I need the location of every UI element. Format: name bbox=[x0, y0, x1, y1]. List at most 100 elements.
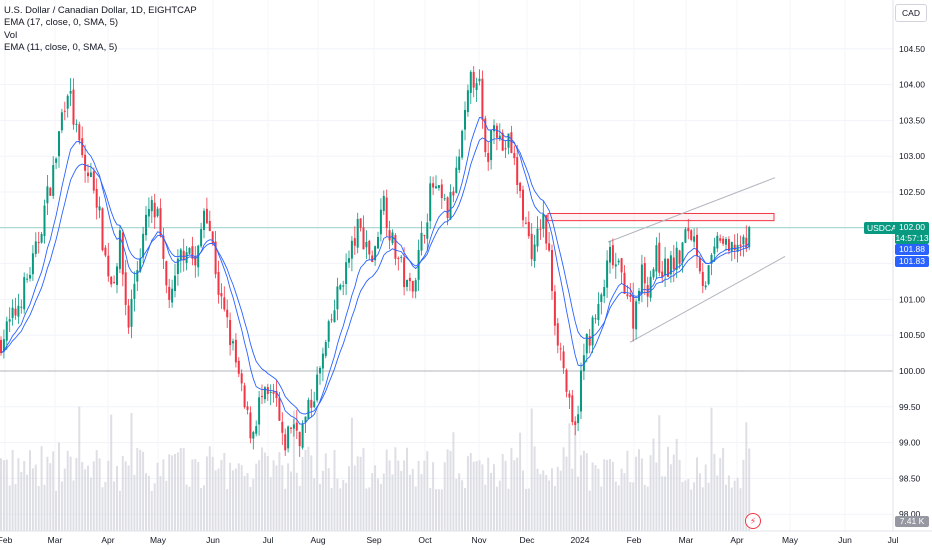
volume-bar bbox=[397, 460, 400, 531]
volume-bar bbox=[295, 472, 298, 531]
candle-body bbox=[185, 252, 188, 264]
lightning-icon[interactable]: ⚡ bbox=[745, 513, 761, 529]
legend-ema17[interactable]: EMA (17, close, 0, SMA, 5) bbox=[4, 17, 119, 29]
candle-body bbox=[58, 131, 60, 157]
candle-body bbox=[60, 112, 63, 131]
candle-body bbox=[55, 158, 58, 163]
volume-bar bbox=[406, 447, 408, 531]
candle-body bbox=[168, 286, 171, 300]
volume-bar bbox=[356, 456, 359, 531]
volume-bar bbox=[165, 480, 168, 531]
candle-body bbox=[678, 250, 681, 264]
candle-body bbox=[275, 391, 278, 399]
candle-body bbox=[26, 278, 29, 280]
volume-bar bbox=[501, 454, 504, 531]
time-tick-label: May bbox=[782, 535, 799, 545]
volume-bar bbox=[153, 483, 156, 531]
volume-bar bbox=[258, 460, 261, 531]
legend-symbol[interactable]: U.S. Dollar / Canadian Dollar, 1D, EIGHT… bbox=[4, 5, 197, 16]
candle-body bbox=[75, 123, 78, 125]
volume-bar bbox=[516, 457, 519, 531]
volume-bar bbox=[379, 483, 382, 531]
volume-bar bbox=[72, 480, 75, 531]
resistance-rect bbox=[547, 212, 775, 222]
volume-bar bbox=[696, 457, 698, 531]
volume-bar bbox=[78, 406, 81, 531]
candle-body bbox=[542, 214, 545, 229]
candle-body bbox=[121, 232, 124, 275]
volume-bar bbox=[307, 446, 310, 531]
volume-bar bbox=[693, 482, 696, 531]
volume-bar bbox=[278, 452, 281, 531]
volume-bar bbox=[301, 456, 304, 531]
volume-bar bbox=[667, 446, 669, 531]
legend-vol[interactable]: Vol bbox=[4, 29, 18, 41]
volume-bar bbox=[362, 448, 365, 531]
candle-body bbox=[298, 431, 301, 447]
time-tick-label: Jun bbox=[206, 535, 220, 545]
time-tick-label: Aug bbox=[310, 535, 325, 545]
time-tick-label: Feb bbox=[0, 535, 13, 545]
candle-body bbox=[379, 209, 382, 235]
volume-bar bbox=[571, 468, 574, 531]
volume-bar bbox=[121, 456, 124, 531]
candle-body bbox=[385, 197, 388, 228]
candle-body bbox=[730, 241, 733, 252]
volume-bar bbox=[556, 466, 559, 531]
candle-body bbox=[745, 237, 748, 248]
candle-body bbox=[713, 246, 716, 254]
volume-bar bbox=[539, 474, 542, 531]
candle-body bbox=[394, 235, 397, 259]
candle-body bbox=[46, 186, 49, 204]
candle-body bbox=[478, 78, 481, 82]
candle-body bbox=[52, 165, 55, 196]
candle-body bbox=[574, 421, 577, 426]
candle-body bbox=[368, 240, 371, 255]
volume-bar bbox=[461, 480, 464, 531]
price-tick-label: 99.00 bbox=[899, 438, 921, 448]
candle-body bbox=[31, 253, 34, 275]
volume-tag: 7.41 K bbox=[895, 516, 929, 527]
candle-body bbox=[658, 242, 661, 273]
volume-bar bbox=[437, 489, 440, 531]
volume-bar bbox=[736, 477, 739, 531]
candle-body bbox=[495, 125, 498, 138]
candle-body bbox=[742, 236, 745, 245]
time-tick-label: Dec bbox=[519, 535, 535, 545]
volume-bar bbox=[249, 486, 252, 531]
candle-body bbox=[527, 221, 530, 237]
ema17-line bbox=[0, 137, 750, 415]
volume-bar bbox=[527, 488, 530, 531]
volume-bar bbox=[661, 476, 664, 531]
candle-body bbox=[437, 185, 440, 189]
candle-body bbox=[374, 246, 377, 261]
currency-button[interactable]: CAD bbox=[895, 4, 927, 22]
time-axis[interactable]: Feb Mar Apr May Jun Jul Aug Sep Oct Nov Dec 2024 Feb… bbox=[0, 530, 932, 545]
volume-bar bbox=[707, 482, 710, 531]
legend-ema11[interactable]: EMA (11, close, 0, SMA, 5) bbox=[4, 41, 118, 53]
candle-body bbox=[377, 236, 379, 249]
volume-bar bbox=[684, 480, 687, 531]
candle-body bbox=[249, 412, 252, 439]
volume-bar bbox=[66, 450, 69, 531]
candle-body bbox=[191, 246, 194, 259]
volume-bar bbox=[234, 468, 237, 531]
volume-bar bbox=[23, 461, 26, 531]
volume-bar bbox=[388, 460, 391, 531]
volume-bar bbox=[127, 465, 130, 531]
volume-bar bbox=[435, 489, 437, 531]
candle-body bbox=[37, 242, 40, 244]
volume-bar bbox=[429, 487, 432, 531]
candle-body bbox=[609, 246, 611, 263]
volume-bar bbox=[63, 468, 66, 531]
volume-bar bbox=[588, 490, 591, 531]
volume-bar bbox=[26, 474, 29, 531]
volume-bar bbox=[298, 485, 301, 531]
volume-bar bbox=[522, 470, 524, 531]
volume-bar bbox=[507, 488, 510, 531]
price-tick-label: 99.50 bbox=[899, 402, 921, 412]
candle-body bbox=[667, 259, 669, 277]
volume-bar bbox=[513, 460, 516, 531]
candle-body bbox=[733, 244, 736, 250]
